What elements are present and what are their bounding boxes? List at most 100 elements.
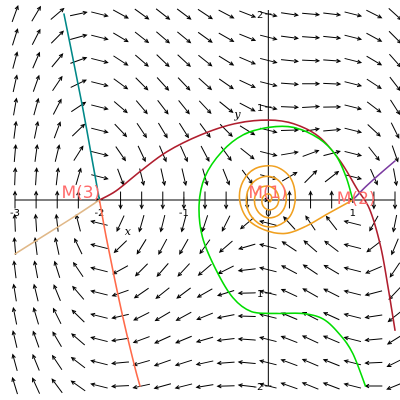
direction-arrow <box>199 123 211 138</box>
direction-arrow <box>238 243 256 251</box>
direction-arrow <box>200 145 210 162</box>
direction-arrow <box>323 104 342 110</box>
direction-arrow <box>177 31 192 44</box>
direction-arrow <box>135 77 149 91</box>
axes: -3 -2 -1 0 1 2 1 1 -2 x y <box>10 10 395 393</box>
direction-arrow <box>55 167 60 186</box>
critical-point-label: M(2) <box>337 189 376 209</box>
direction-arrow <box>344 127 363 134</box>
direction-arrow <box>132 336 150 344</box>
direction-arrow <box>12 213 17 232</box>
direction-arrow <box>344 57 363 64</box>
trajectory-green <box>198 125 367 387</box>
direction-arrow <box>364 360 383 366</box>
direction-arrow <box>33 213 38 232</box>
direction-arrow <box>195 360 214 366</box>
direction-arrow <box>302 12 321 17</box>
direction-arrow <box>386 359 400 368</box>
x-tick-label: -3 <box>10 208 20 219</box>
direction-arrow <box>281 12 299 17</box>
direction-arrow <box>134 263 148 277</box>
direction-arrow <box>391 214 398 233</box>
direction-arrow <box>13 167 18 186</box>
direction-arrow <box>156 77 170 91</box>
direction-arrow <box>12 74 19 93</box>
direction-arrow <box>303 240 318 253</box>
direction-arrow <box>156 263 169 278</box>
direction-arrow <box>31 28 41 45</box>
direction-arrow <box>322 358 340 367</box>
direction-arrow <box>154 335 171 344</box>
direction-arrow <box>280 265 298 275</box>
direction-arrow <box>239 56 257 65</box>
direction-arrow <box>302 81 321 86</box>
direction-arrow <box>280 105 300 110</box>
direction-arrow <box>281 241 297 252</box>
direction-arrow <box>343 359 362 366</box>
direction-arrow <box>91 11 109 18</box>
direction-arrow <box>240 147 255 160</box>
direction-arrow <box>32 377 41 394</box>
direction-arrow <box>325 215 338 231</box>
direction-arrow <box>155 287 170 300</box>
direction-arrow <box>281 35 299 41</box>
direction-arrow <box>75 167 82 185</box>
direction-arrow <box>11 306 18 325</box>
direction-arrow <box>237 313 256 319</box>
direction-arrow <box>237 360 256 365</box>
direction-arrow <box>195 336 214 344</box>
direction-arrow <box>197 31 213 43</box>
direction-arrow <box>302 288 319 298</box>
direction-arrow <box>216 314 235 320</box>
direction-arrow <box>323 58 342 64</box>
direction-arrow <box>70 380 86 392</box>
direction-arrow <box>389 76 400 91</box>
direction-arrow <box>343 219 362 226</box>
direction-arrow <box>90 219 108 226</box>
direction-arrow <box>158 238 168 255</box>
direction-arrow <box>13 120 18 139</box>
y-tick-label: 2 <box>257 10 263 21</box>
direction-arrow <box>111 313 129 320</box>
direction-arrow <box>179 238 189 255</box>
direction-arrow <box>134 8 150 20</box>
direction-arrow <box>115 146 126 162</box>
direction-arrow <box>112 265 129 275</box>
direction-arrow <box>343 312 362 319</box>
direction-arrow <box>51 378 63 394</box>
direction-arrow <box>73 145 84 161</box>
direction-arrow <box>239 10 257 18</box>
direction-arrow <box>71 101 87 113</box>
direction-arrow <box>91 104 109 111</box>
direction-arrow <box>302 264 318 275</box>
direction-arrow <box>34 143 39 162</box>
direction-arrow <box>51 354 63 371</box>
critical-point-labels: M(1) M(2) M(3) <box>61 183 375 209</box>
direction-arrow <box>391 145 399 163</box>
direction-arrow <box>12 260 17 279</box>
direction-arrow <box>239 102 256 112</box>
direction-arrow <box>217 265 234 275</box>
direction-arrow <box>111 361 130 366</box>
direction-arrow <box>13 97 19 116</box>
direction-arrow <box>50 30 65 44</box>
direction-arrow <box>280 335 298 344</box>
direction-arrow <box>343 289 362 296</box>
direction-arrow <box>195 384 214 389</box>
x-tick-label: -2 <box>94 208 104 219</box>
direction-arrow <box>218 55 235 66</box>
direction-arrow <box>367 124 381 137</box>
direction-arrow <box>366 101 382 113</box>
direction-arrow <box>111 289 129 297</box>
direction-arrow <box>370 168 378 186</box>
direction-arrow <box>201 215 209 233</box>
x-tick-label: 1 <box>350 208 356 219</box>
trajectory-salmon <box>98 199 141 387</box>
direction-arrow <box>176 287 191 299</box>
direction-arrow <box>237 268 256 273</box>
direction-arrow <box>282 216 296 230</box>
direction-arrow <box>237 290 256 296</box>
direction-arrow <box>196 312 214 321</box>
direction-arrow <box>390 122 400 139</box>
